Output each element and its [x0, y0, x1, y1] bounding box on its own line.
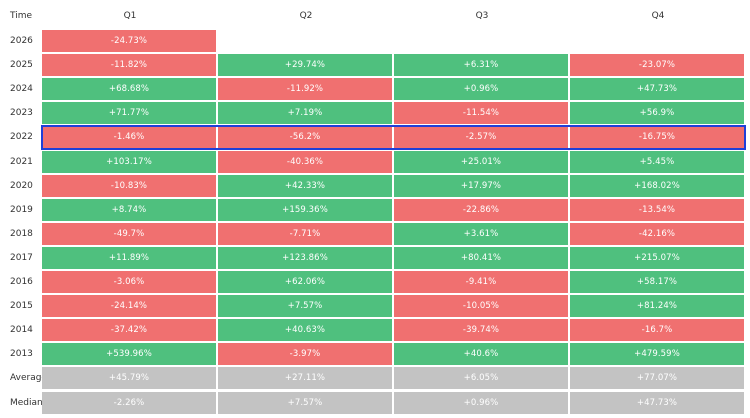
column-header-q4: Q4 — [651, 11, 665, 21]
cell-2015-q2: +7.57% — [218, 295, 392, 318]
cell-median-q4: +47.73% — [570, 391, 744, 414]
row-label-2018: 2018 — [10, 228, 33, 239]
column-header-q2: Q2 — [299, 11, 313, 21]
cell-average-q2: +27.11% — [218, 367, 392, 390]
cell-2024-q4: +47.73% — [570, 78, 744, 101]
cell-average-q4: +77.07% — [570, 367, 744, 390]
cell-2021-q2: -40.36% — [218, 150, 392, 173]
cell-2017-q1: +11.89% — [42, 246, 216, 269]
cell-2014-q3: -39.74% — [394, 319, 568, 342]
cell-2014-q1: -37.42% — [42, 319, 216, 342]
cell-2017-q2: +123.86% — [218, 246, 392, 269]
cell-2021-q4: +5.45% — [570, 150, 744, 173]
cell-2014-q2: +40.63% — [218, 319, 392, 342]
column-header-q3: Q3 — [475, 11, 489, 21]
cell-2019-q3: -22.86% — [394, 198, 568, 221]
row-label-2020: 2020 — [10, 180, 33, 191]
cell-2025-q3: +6.31% — [394, 54, 568, 77]
cell-2023-q4: +56.9% — [570, 102, 744, 125]
cell-2022-q3: -2.57% — [394, 126, 568, 149]
cell-2018-q2: -7.71% — [218, 222, 392, 245]
cell-2015-q3: -10.05% — [394, 295, 568, 318]
cell-2024-q2: -11.92% — [218, 78, 392, 101]
cell-2019-q4: -13.54% — [570, 198, 744, 221]
cell-2018-q4: -42.16% — [570, 222, 744, 245]
row-label-2025: 2025 — [10, 60, 33, 71]
cell-2022-q4: -16.75% — [570, 126, 744, 149]
time-column-header: Time — [10, 11, 33, 21]
row-label-2014: 2014 — [10, 325, 33, 336]
cell-2015-q4: +81.24% — [570, 295, 744, 318]
row-label-2023: 2023 — [10, 108, 33, 119]
cell-2023-q2: +7.19% — [218, 102, 392, 125]
cell-2019-q1: +8.74% — [42, 198, 216, 221]
cell-2016-q2: +62.06% — [218, 271, 392, 294]
column-header-q1: Q1 — [123, 11, 137, 21]
cell-2025-q1: -11.82% — [42, 54, 216, 77]
cell-2023-q3: -11.54% — [394, 102, 568, 125]
cell-median-q3: +0.96% — [394, 391, 568, 414]
cell-2020-q1: -10.83% — [42, 174, 216, 197]
cell-2026-q1: -24.73% — [42, 30, 216, 53]
cell-2024-q3: +0.96% — [394, 78, 568, 101]
cell-median-q1: -2.26% — [42, 391, 216, 414]
cell-2025-q2: +29.74% — [218, 54, 392, 77]
cell-2022-q2: -56.2% — [218, 126, 392, 149]
cell-2017-q4: +215.07% — [570, 246, 744, 269]
cell-2020-q2: +42.33% — [218, 174, 392, 197]
cell-2013-q1: +539.96% — [42, 343, 216, 366]
cell-average-q1: +45.79% — [42, 367, 216, 390]
cell-2018-q1: -49.7% — [42, 222, 216, 245]
cell-2016-q4: +58.17% — [570, 271, 744, 294]
cell-2015-q1: -24.14% — [42, 295, 216, 318]
cell-2016-q3: -9.41% — [394, 271, 568, 294]
cell-2021-q1: +103.17% — [42, 150, 216, 173]
cell-2025-q4: -23.07% — [570, 54, 744, 77]
row-label-2015: 2015 — [10, 301, 33, 312]
cell-2013-q4: +479.59% — [570, 343, 744, 366]
row-label-average: Average — [10, 373, 47, 384]
cell-2022-q1: -1.46% — [42, 126, 216, 149]
row-label-2019: 2019 — [10, 204, 33, 215]
row-label-2017: 2017 — [10, 252, 33, 263]
row-label-2021: 2021 — [10, 156, 33, 167]
cell-2019-q2: +159.36% — [218, 198, 392, 221]
cell-2013-q3: +40.6% — [394, 343, 568, 366]
cell-2023-q1: +71.77% — [42, 102, 216, 125]
cell-2020-q3: +17.97% — [394, 174, 568, 197]
row-label-2022: 2022 — [10, 132, 33, 143]
cell-2013-q2: -3.97% — [218, 343, 392, 366]
cell-2017-q3: +80.41% — [394, 246, 568, 269]
cell-2021-q3: +25.01% — [394, 150, 568, 173]
cell-median-q2: +7.57% — [218, 391, 392, 414]
cell-average-q3: +6.05% — [394, 367, 568, 390]
cell-2020-q4: +168.02% — [570, 174, 744, 197]
cell-2016-q1: -3.06% — [42, 271, 216, 294]
row-label-2024: 2024 — [10, 84, 33, 95]
cell-2018-q3: +3.61% — [394, 222, 568, 245]
row-label-median: Median — [10, 397, 43, 408]
cell-2014-q4: -16.7% — [570, 319, 744, 342]
row-label-2026: 2026 — [10, 36, 33, 47]
row-label-2013: 2013 — [10, 349, 33, 360]
row-label-2016: 2016 — [10, 277, 33, 288]
cell-2024-q1: +68.68% — [42, 78, 216, 101]
